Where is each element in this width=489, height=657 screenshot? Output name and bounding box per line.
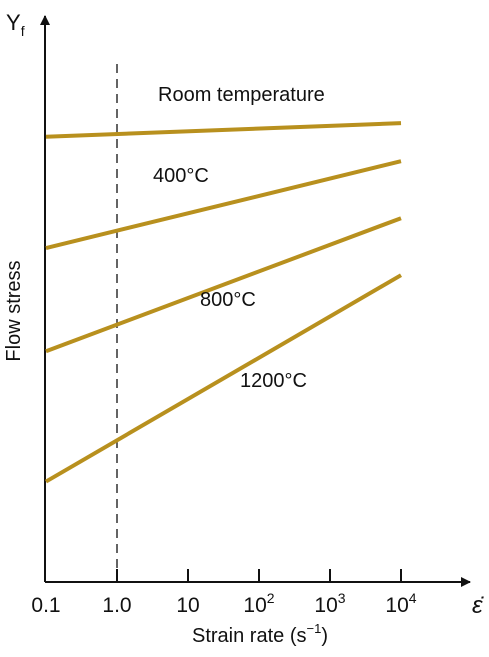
series-label: 1200°C [240, 370, 307, 392]
x-tick-labels: 0.1 1.0 10 102 103 104 [31, 590, 416, 617]
series-line [45, 216, 402, 354]
series-lines [44, 121, 403, 484]
series-line [44, 273, 403, 484]
x-tick-label: 104 [385, 590, 416, 617]
series-label: 400°C [153, 165, 209, 187]
x-tick-label: 10 [176, 594, 199, 617]
x-tick-label: 102 [243, 590, 274, 617]
series-labels: Room temperature 400°C 800°C 1200°C [153, 84, 325, 392]
x-tick-label: 1.0 [102, 594, 131, 617]
x-axis-title-main: Strain rate (s [192, 625, 306, 647]
x-axis-title-close: ) [321, 625, 328, 647]
x-tick-marks [116, 569, 402, 582]
series-line [45, 159, 402, 250]
x-axis-symbol: ε̇ [472, 592, 485, 619]
y-axis-title: Flow stress [3, 260, 25, 361]
x-tick-label: 0.1 [31, 594, 60, 617]
series-label: 800°C [200, 289, 256, 311]
series-label: Room temperature [158, 84, 325, 106]
x-tick-label: 103 [314, 590, 345, 617]
y-axis-symbol-main: Y [6, 10, 21, 35]
y-axis-symbol-subscript: f [21, 23, 25, 39]
x-axis-title-superscript: −1 [306, 621, 321, 636]
x-axis-title: Strain rate (s−1) [192, 621, 328, 647]
y-axis-symbol: Yf [6, 10, 25, 39]
series-line [45, 121, 402, 139]
